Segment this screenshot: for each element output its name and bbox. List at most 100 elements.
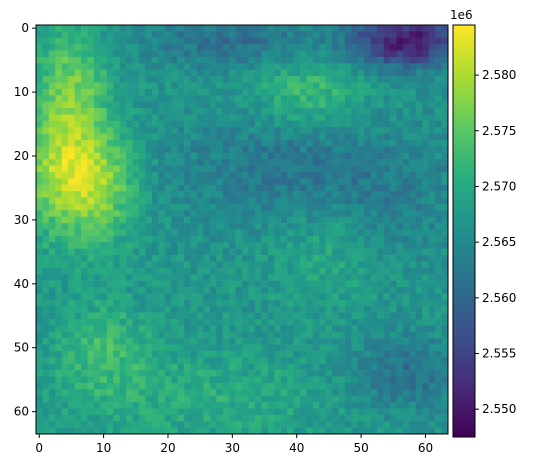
heatmap-cell bbox=[357, 267, 365, 275]
heatmap-cell bbox=[287, 306, 294, 313]
heatmap-cell bbox=[254, 120, 262, 128]
heatmap-cell bbox=[93, 127, 101, 134]
heatmap-cell bbox=[171, 318, 178, 326]
heatmap-cell bbox=[81, 140, 88, 147]
heatmap-cell bbox=[132, 223, 140, 230]
heatmap-cell bbox=[93, 37, 101, 45]
heatmap-cell bbox=[248, 229, 256, 237]
heatmap-cell bbox=[312, 178, 320, 186]
heatmap-cell bbox=[139, 370, 146, 377]
heatmap-cell bbox=[209, 382, 217, 390]
heatmap-cell bbox=[222, 370, 230, 377]
heatmap-cell bbox=[151, 235, 159, 243]
heatmap-cell bbox=[87, 261, 95, 269]
heatmap-cell bbox=[325, 184, 333, 192]
heatmap-cell bbox=[357, 37, 365, 45]
heatmap-cell bbox=[132, 267, 140, 275]
heatmap-cell bbox=[402, 101, 410, 109]
heatmap-cell bbox=[377, 299, 384, 307]
heatmap-cell bbox=[55, 216, 63, 224]
heatmap-cell bbox=[325, 229, 333, 237]
heatmap-cell bbox=[325, 50, 333, 58]
heatmap-cell bbox=[332, 178, 339, 186]
heatmap-cell bbox=[139, 312, 146, 320]
heatmap-cell bbox=[293, 344, 301, 352]
heatmap-cell bbox=[196, 344, 204, 352]
heatmap-cell bbox=[261, 267, 269, 275]
heatmap-cell bbox=[42, 37, 50, 45]
heatmap-cell bbox=[151, 95, 159, 102]
heatmap-cell bbox=[216, 223, 223, 230]
heatmap-cell bbox=[235, 363, 243, 371]
heatmap-cell bbox=[42, 120, 50, 128]
heatmap-cell bbox=[312, 197, 320, 205]
heatmap-cell bbox=[235, 350, 243, 358]
heatmap-cell bbox=[357, 350, 365, 358]
heatmap-cell bbox=[100, 114, 108, 122]
heatmap-cell bbox=[164, 248, 172, 256]
heatmap-cell bbox=[164, 210, 172, 218]
heatmap-cell bbox=[377, 165, 384, 173]
heatmap-cell bbox=[61, 395, 69, 403]
heatmap-cell bbox=[48, 280, 56, 288]
heatmap-cell bbox=[93, 344, 101, 352]
heatmap-cell bbox=[190, 242, 198, 249]
heatmap-cell bbox=[254, 229, 262, 237]
heatmap-cell bbox=[312, 248, 320, 256]
heatmap-cell bbox=[254, 133, 262, 141]
heatmap-cell bbox=[435, 299, 442, 307]
heatmap-cell bbox=[81, 184, 88, 192]
heatmap-cell bbox=[55, 293, 63, 301]
heatmap-cell bbox=[306, 408, 314, 416]
heatmap-cell bbox=[409, 127, 417, 134]
heatmap-cell bbox=[293, 25, 301, 32]
heatmap-cell bbox=[222, 318, 230, 326]
heatmap-cell bbox=[100, 287, 108, 294]
heatmap-cell bbox=[158, 146, 166, 154]
heatmap-cell bbox=[415, 350, 423, 358]
heatmap-cell bbox=[332, 56, 339, 64]
heatmap-cell bbox=[145, 184, 153, 192]
heatmap-cell bbox=[132, 127, 140, 134]
heatmap-cell bbox=[164, 229, 172, 237]
heatmap-cell bbox=[177, 133, 185, 141]
heatmap-cell bbox=[48, 133, 56, 141]
heatmap-cell bbox=[132, 133, 140, 141]
heatmap-cell bbox=[196, 31, 204, 39]
heatmap-cell bbox=[267, 95, 275, 102]
heatmap-cell bbox=[293, 50, 301, 58]
heatmap-cell bbox=[184, 165, 191, 173]
heatmap-cell bbox=[126, 120, 133, 128]
heatmap-cell bbox=[216, 108, 223, 115]
heatmap-cell bbox=[106, 293, 114, 301]
heatmap-cell bbox=[396, 312, 404, 320]
heatmap-cell bbox=[312, 312, 320, 320]
heatmap-cell bbox=[48, 101, 56, 109]
heatmap-cell bbox=[319, 395, 326, 403]
heatmap-cell bbox=[274, 178, 281, 186]
heatmap-cell bbox=[74, 318, 82, 326]
heatmap-cell bbox=[402, 171, 410, 179]
heatmap-cell bbox=[402, 114, 410, 122]
heatmap-cell bbox=[106, 101, 114, 109]
heatmap-cell bbox=[325, 402, 333, 409]
heatmap-cell bbox=[312, 389, 320, 396]
heatmap-cell bbox=[145, 280, 153, 288]
heatmap-cell bbox=[338, 101, 346, 109]
heatmap-cell bbox=[126, 344, 133, 352]
heatmap-cell bbox=[229, 382, 236, 390]
heatmap-cell bbox=[106, 133, 114, 141]
x-tick-label: 50 bbox=[353, 441, 368, 455]
heatmap-cell bbox=[196, 76, 204, 83]
heatmap-cell bbox=[319, 338, 326, 345]
heatmap-cell bbox=[203, 31, 211, 39]
heatmap-cell bbox=[145, 229, 153, 237]
heatmap-cell bbox=[209, 389, 217, 396]
heatmap-cell bbox=[48, 395, 56, 403]
heatmap-cell bbox=[396, 350, 404, 358]
heatmap-cell bbox=[177, 235, 185, 243]
heatmap-cell bbox=[222, 146, 230, 154]
heatmap-cell bbox=[48, 382, 56, 390]
heatmap-cell bbox=[325, 63, 333, 71]
heatmap-cell bbox=[229, 216, 236, 224]
